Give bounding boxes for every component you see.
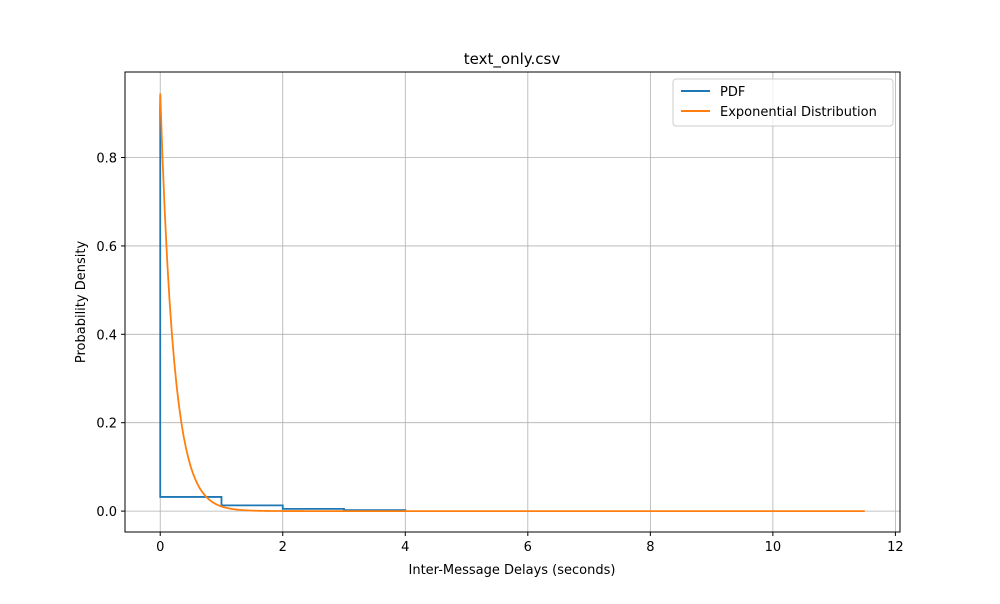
chart-title: text_only.csv [464,50,561,69]
y-tick-label: 0.2 [96,417,117,432]
legend-label-pdf: PDF [720,85,745,100]
y-tick-label: 0.0 [96,505,117,520]
plot-frame [124,71,901,533]
x-tick-label: 0 [156,540,164,555]
y-tick-label: 0.8 [96,152,117,167]
x-tick-label: 6 [524,540,532,555]
series-lines [159,93,865,512]
y-tick-label: 0.4 [96,328,117,343]
y-axis-ticks: 0.0 0.2 0.4 0.6 0.8 [96,152,125,520]
x-tick-label: 2 [279,540,287,555]
series-line-exponential [159,93,865,512]
legend-label-exponential: Exponential Distribution [720,105,877,120]
y-axis-label: Probability Density [74,241,89,364]
x-axis-label: Inter-Message Delays (seconds) [409,563,616,578]
y-tick-label: 0.6 [96,240,117,255]
legend-box [672,78,894,127]
x-axis-ticks: 0 2 4 6 8 10 12 [156,532,904,555]
x-tick-label: 8 [646,540,654,555]
x-tick-label: 10 [765,540,782,555]
x-tick-label: 12 [887,540,904,555]
legend: PDF Exponential Distribution [672,78,894,127]
x-tick-label: 4 [401,540,409,555]
